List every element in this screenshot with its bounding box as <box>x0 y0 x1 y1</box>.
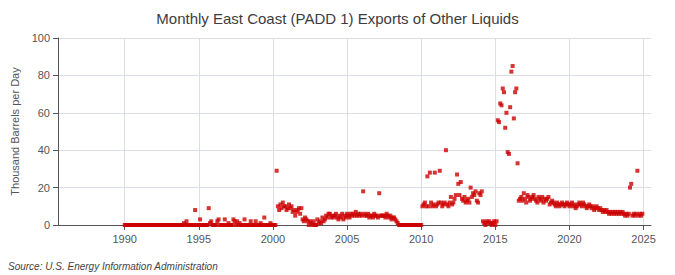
svg-text:60: 60 <box>38 107 50 119</box>
svg-text:2020: 2020 <box>557 233 581 245</box>
svg-text:Monthly East Coast (PADD 1) Ex: Monthly East Coast (PADD 1) Exports of O… <box>156 10 518 27</box>
svg-text:0: 0 <box>44 219 50 231</box>
svg-text:80: 80 <box>38 69 50 81</box>
svg-text:100: 100 <box>32 32 50 44</box>
svg-text:20: 20 <box>38 182 50 194</box>
svg-text:2005: 2005 <box>335 233 359 245</box>
svg-text:Source: U.S. Energy Informatio: Source: U.S. Energy Information Administ… <box>8 261 218 272</box>
svg-text:1990: 1990 <box>112 233 136 245</box>
svg-text:2000: 2000 <box>261 233 285 245</box>
svg-text:2010: 2010 <box>409 233 433 245</box>
svg-text:1995: 1995 <box>187 233 211 245</box>
svg-text:2025: 2025 <box>631 233 655 245</box>
svg-text:2015: 2015 <box>483 233 507 245</box>
svg-text:Thousand Barrels per Day: Thousand Barrels per Day <box>9 67 21 196</box>
svg-text:40: 40 <box>38 144 50 156</box>
